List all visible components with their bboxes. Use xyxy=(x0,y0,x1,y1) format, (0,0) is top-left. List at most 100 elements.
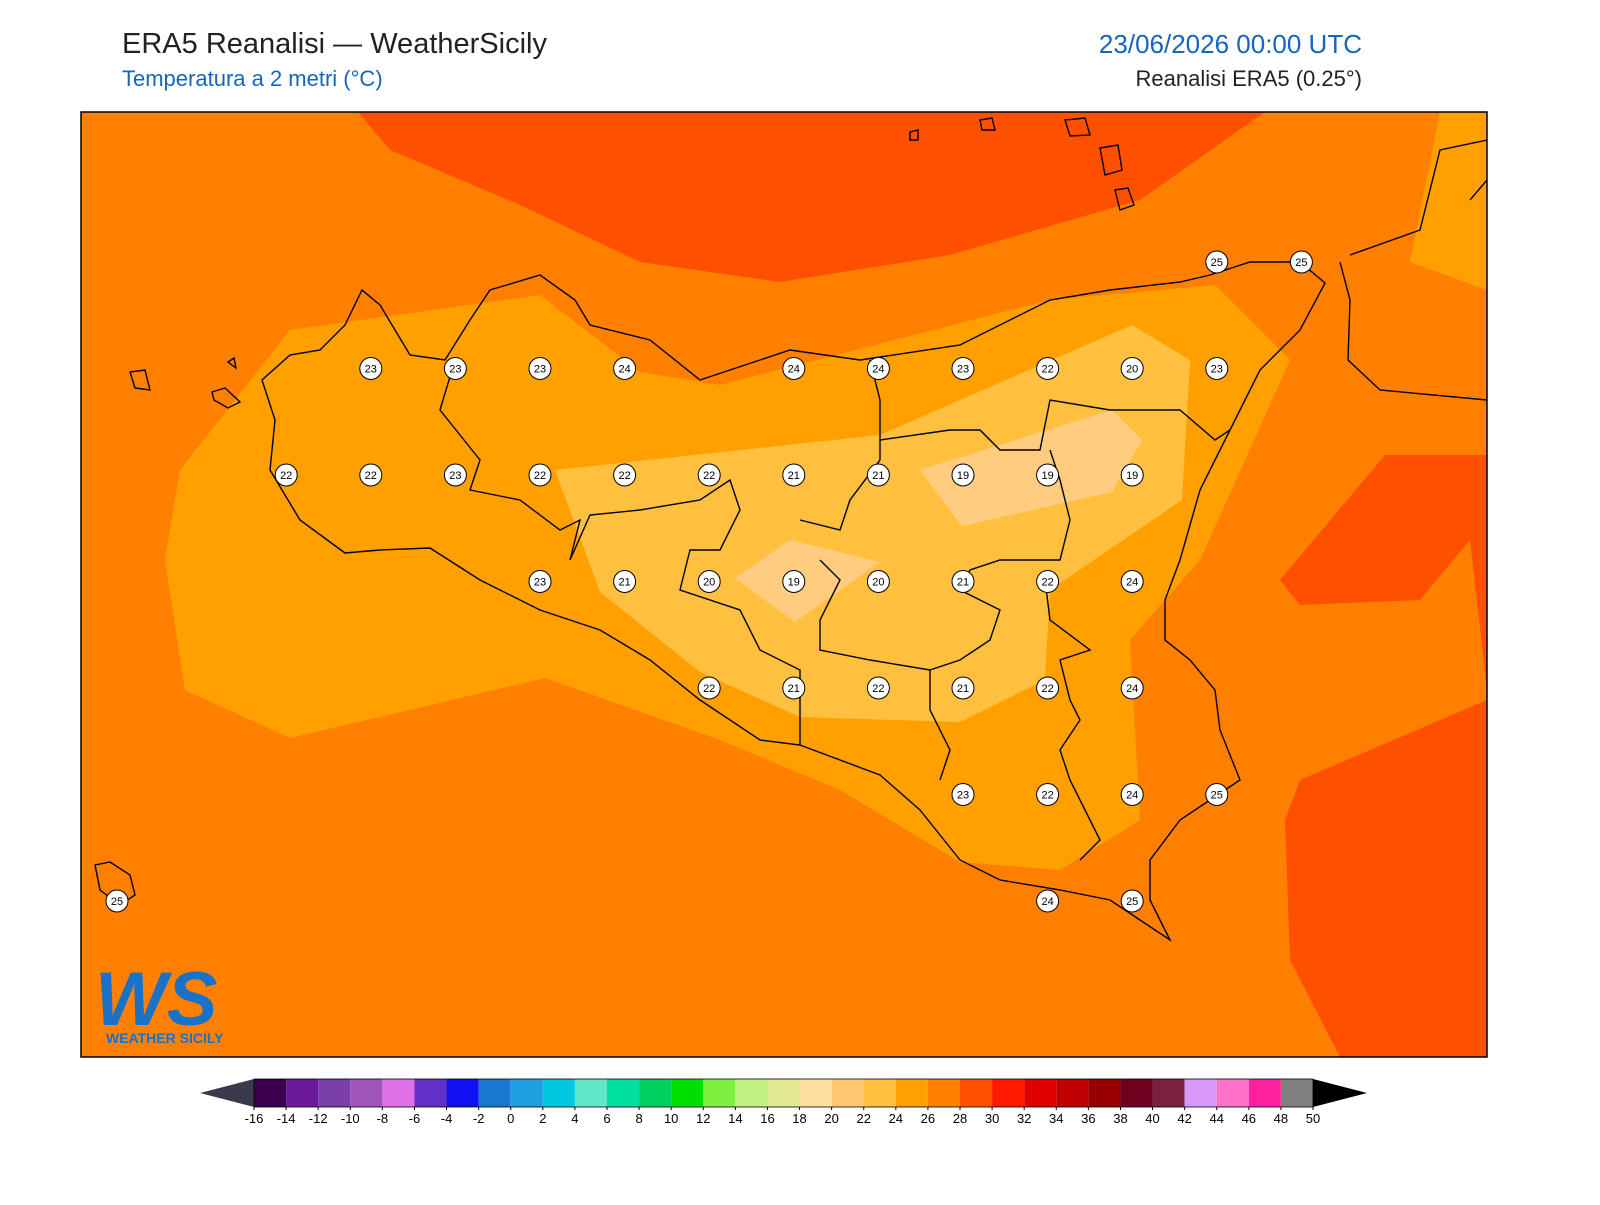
station-marker xyxy=(866,676,890,700)
title: ERA5 Reanalisi — WeatherSicily xyxy=(122,28,547,60)
colorbar-bin xyxy=(574,1079,607,1107)
colorbar-bin xyxy=(414,1079,447,1107)
station: 22 xyxy=(359,463,383,487)
station: 22 xyxy=(1036,783,1060,806)
station-value: 22 xyxy=(1041,683,1053,695)
colorbar-bin xyxy=(350,1079,383,1107)
station: 25 xyxy=(1120,889,1144,913)
colorbar-tick-label: 18 xyxy=(792,1111,806,1126)
colorbar-tick-label: 22 xyxy=(856,1111,870,1126)
station-value: 22 xyxy=(703,470,715,482)
colorbar-bin xyxy=(831,1079,864,1107)
station-marker xyxy=(443,357,467,380)
station-value: 20 xyxy=(872,577,884,589)
station-value: 23 xyxy=(534,577,546,589)
station-marker xyxy=(443,463,467,487)
colorbar-tick-label: -8 xyxy=(377,1111,389,1126)
colorbar-bin xyxy=(671,1079,704,1107)
station: 24 xyxy=(782,357,806,380)
station-value: 19 xyxy=(957,470,969,482)
station: 20 xyxy=(866,570,890,593)
station-marker xyxy=(359,357,383,380)
station-marker xyxy=(866,357,890,380)
station-marker xyxy=(782,570,806,593)
station-marker xyxy=(1120,357,1144,380)
colorbar-bin xyxy=(767,1079,800,1107)
station-marker xyxy=(105,889,129,913)
station-value: 25 xyxy=(111,896,123,908)
station: 23 xyxy=(528,357,552,380)
colorbar-tick-label: 16 xyxy=(760,1111,774,1126)
station-value: 24 xyxy=(1126,577,1138,589)
station: 21 xyxy=(613,570,637,593)
station: 23 xyxy=(528,570,552,593)
station-marker xyxy=(866,463,890,487)
colorbar-tick-label: -10 xyxy=(341,1111,360,1126)
station-value: 23 xyxy=(957,790,969,802)
colorbar-bin xyxy=(254,1079,287,1107)
colorbar-bin xyxy=(735,1079,768,1107)
station-marker xyxy=(274,463,298,487)
station: 22 xyxy=(1036,570,1060,593)
station: 23 xyxy=(443,463,467,487)
station: 25 xyxy=(1205,250,1229,274)
station-marker xyxy=(697,570,721,593)
station-value: 22 xyxy=(1041,577,1053,589)
station-value: 22 xyxy=(872,683,884,695)
colorbar-tick-label: 38 xyxy=(1113,1111,1127,1126)
station-value: 21 xyxy=(788,683,800,695)
colorbar-tick-label: 30 xyxy=(985,1111,999,1126)
colorbar-tick-label: 14 xyxy=(728,1111,742,1126)
station: 22 xyxy=(613,463,637,487)
colorbar-tick-label: 2 xyxy=(539,1111,546,1126)
station-value: 21 xyxy=(957,683,969,695)
station-marker xyxy=(1036,889,1060,913)
colorbar-bin xyxy=(1024,1079,1057,1107)
station-value: 22 xyxy=(280,470,292,482)
colorbar-bin xyxy=(607,1079,640,1107)
station-value: 25 xyxy=(1211,257,1223,269)
station: 22 xyxy=(1036,357,1060,380)
station: 23 xyxy=(951,783,975,806)
station-value: 22 xyxy=(1041,790,1053,802)
temp-zone xyxy=(358,112,1265,282)
colorbar-extend-under xyxy=(200,1079,254,1107)
station: 24 xyxy=(1120,570,1144,593)
station-value: 23 xyxy=(534,364,546,376)
station-value: 24 xyxy=(618,364,630,376)
station: 19 xyxy=(951,463,975,487)
temp-zone xyxy=(1410,112,1487,290)
station-value: 23 xyxy=(449,470,461,482)
colorbar-tick-label: 48 xyxy=(1274,1111,1288,1126)
station-value: 23 xyxy=(365,364,377,376)
colorbar: -16 -14 -12 -10 -8 -6 -4 -2 0 2 4 6 8 10 12 14 16 18 20 22 2… xyxy=(200,1078,1367,1126)
station: 24 xyxy=(1120,676,1144,700)
station-value: 19 xyxy=(1041,470,1053,482)
colorbar-tick-label: 8 xyxy=(635,1111,642,1126)
station-marker xyxy=(951,676,975,700)
station: 19 xyxy=(1120,463,1144,487)
station-marker xyxy=(782,676,806,700)
station-value: 24 xyxy=(872,364,884,376)
station-marker xyxy=(782,463,806,487)
logo: WS WEATHER SICILY xyxy=(95,957,224,1046)
station-marker xyxy=(1036,676,1060,700)
colorbar-bin xyxy=(960,1079,993,1107)
station-value: 24 xyxy=(1041,896,1053,908)
station-value: 23 xyxy=(449,364,461,376)
station-value: 20 xyxy=(1126,364,1138,376)
station-value: 25 xyxy=(1126,896,1138,908)
colorbar-bin xyxy=(639,1079,672,1107)
temp-zone xyxy=(920,410,1142,526)
colorbar-frame xyxy=(253,1078,1314,1108)
colorbar-tick-label: 6 xyxy=(603,1111,610,1126)
station: 25 xyxy=(1289,250,1313,274)
station-value: 22 xyxy=(618,470,630,482)
station: 21 xyxy=(951,570,975,593)
colorbar-bin xyxy=(446,1079,479,1107)
station: 20 xyxy=(1120,357,1144,380)
station-marker xyxy=(613,463,637,487)
colorbar-bin xyxy=(1248,1079,1281,1107)
colorbar-bin xyxy=(1184,1079,1217,1107)
